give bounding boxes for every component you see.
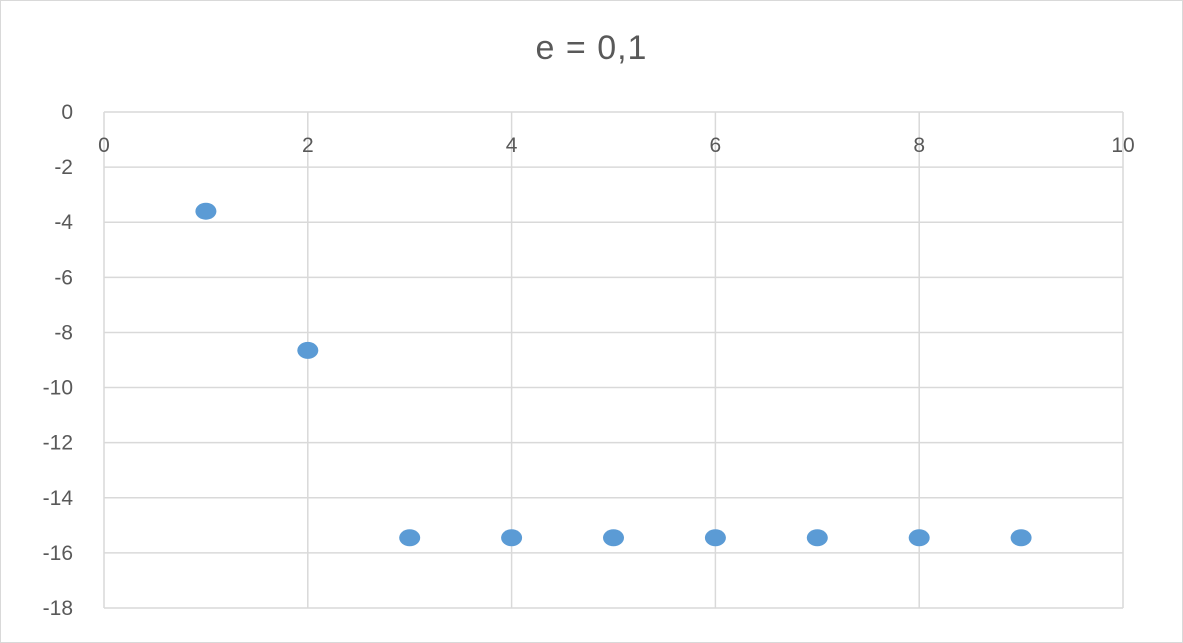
x-tick-label: 8 bbox=[913, 134, 925, 157]
y-tick-label: -2 bbox=[54, 156, 73, 179]
y-tick-label: -8 bbox=[54, 321, 73, 344]
x-tick-label: 6 bbox=[710, 134, 722, 157]
data-point bbox=[603, 529, 624, 547]
y-tick-label: -6 bbox=[54, 266, 73, 289]
x-tick-label: 2 bbox=[302, 134, 314, 157]
y-tick-label: -12 bbox=[43, 432, 73, 455]
y-tick-label: -4 bbox=[54, 211, 73, 234]
data-point bbox=[1010, 529, 1032, 547]
data-point bbox=[297, 341, 319, 359]
x-axis-tick-labels: 0 2 4 6 8 10 bbox=[98, 134, 1135, 157]
y-tick-label: -18 bbox=[43, 597, 73, 620]
data-point bbox=[908, 529, 930, 547]
data-point bbox=[806, 529, 828, 547]
data-point bbox=[195, 202, 217, 220]
gridlines bbox=[103, 111, 1124, 609]
chart-title: e = 0,1 bbox=[535, 29, 648, 67]
x-tick-label: 10 bbox=[1111, 134, 1134, 157]
data-point bbox=[704, 529, 726, 547]
y-tick-label: -10 bbox=[43, 377, 73, 400]
y-tick-label: -16 bbox=[43, 542, 73, 565]
y-axis-tick-labels: 0 -2 -4 -6 -8 -10 -12 -14 -16 -18 bbox=[43, 101, 74, 620]
data-point bbox=[399, 529, 421, 547]
y-tick-label: -14 bbox=[43, 487, 74, 510]
x-tick-label: 0 bbox=[98, 134, 110, 157]
y-tick-label: 0 bbox=[61, 101, 73, 124]
data-point bbox=[501, 529, 523, 547]
data-points bbox=[195, 202, 1032, 547]
x-tick-label: 4 bbox=[506, 134, 518, 157]
